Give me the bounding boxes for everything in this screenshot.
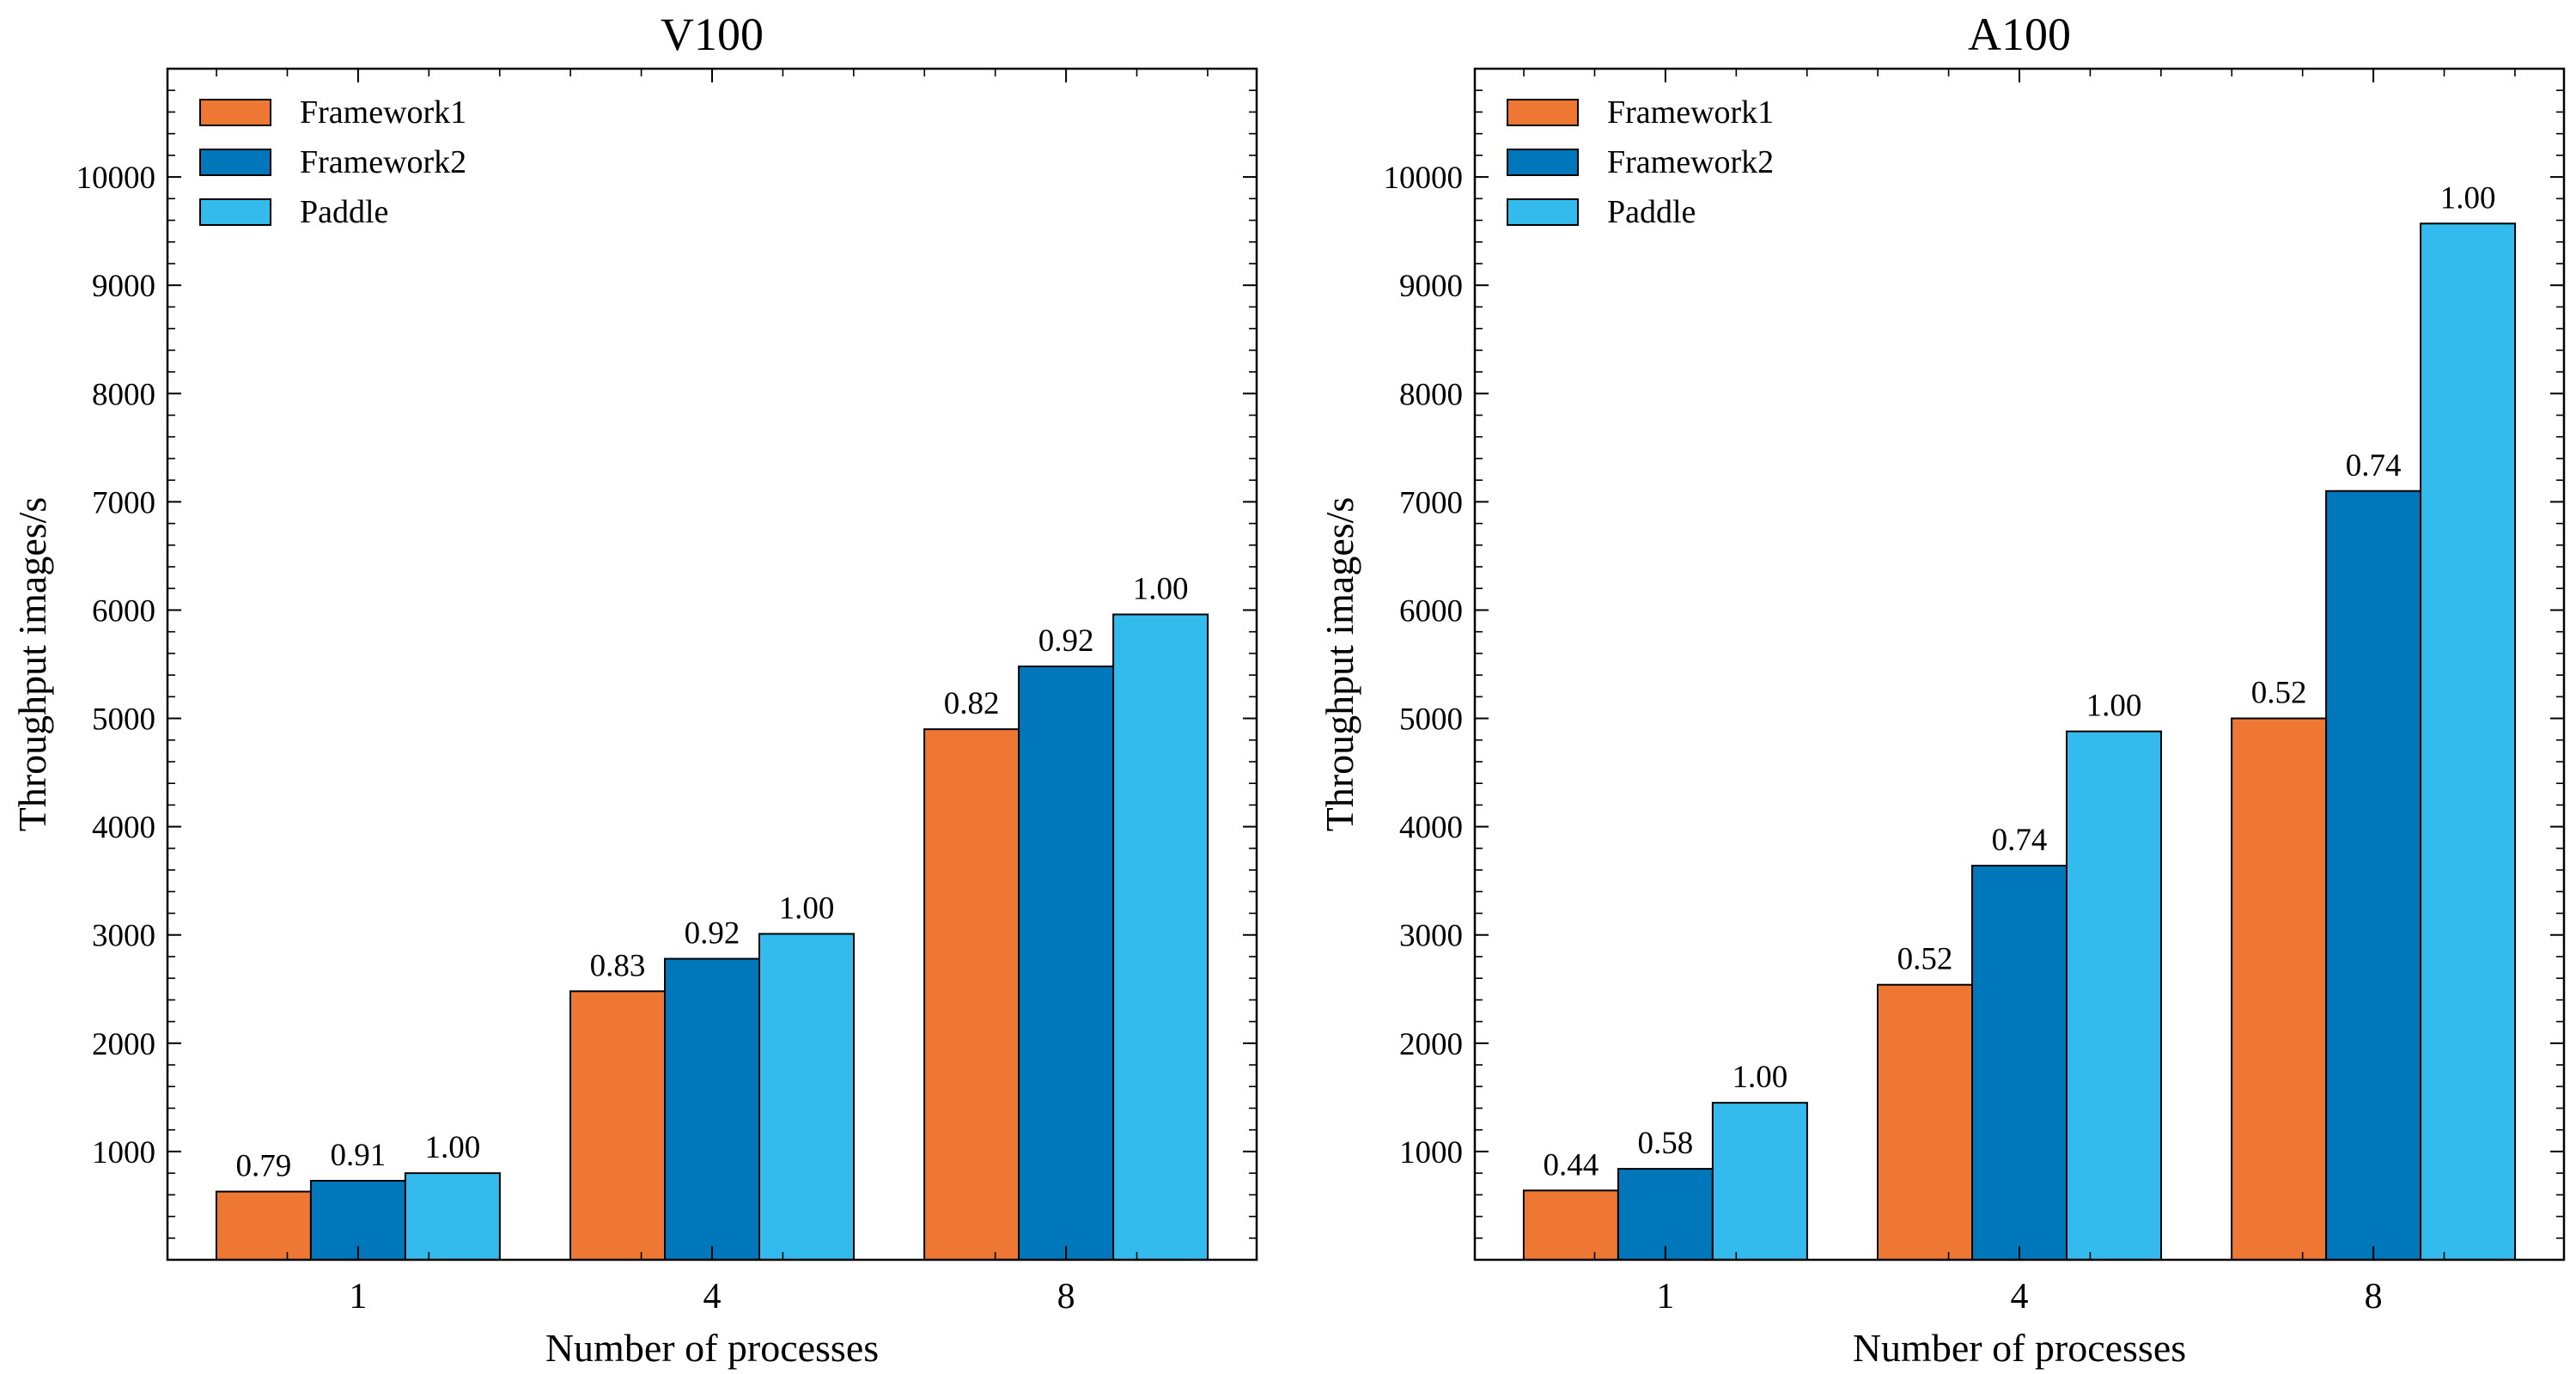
x-tick-label: 8 xyxy=(1057,1277,1075,1316)
y-tick-label: 5000 xyxy=(92,702,155,738)
x-tick-label: 4 xyxy=(2011,1277,2029,1316)
bar-paddle-4 xyxy=(758,933,855,1261)
y-tick-label: 7000 xyxy=(92,485,155,520)
axes-frame xyxy=(1473,67,2566,1262)
y-tick-label: 6000 xyxy=(1399,593,1463,629)
x-axis-label: Number of processes xyxy=(1853,1326,2186,1370)
bar-framework1-1 xyxy=(215,1190,312,1262)
x-tick-label: 8 xyxy=(2365,1277,2383,1316)
y-tick-label: 4000 xyxy=(92,811,155,846)
bar-value-label: 0.92 xyxy=(685,915,740,951)
bar-value-label: 0.44 xyxy=(1544,1147,1599,1182)
legend: Framework1 Framework2 Paddle xyxy=(199,94,466,230)
bar-value-label: 0.58 xyxy=(1638,1126,1694,1161)
legend-swatch-framework2 xyxy=(1507,149,1579,176)
bar-paddle-4 xyxy=(2066,730,2162,1261)
panel-v100: V100 0.79 0.91 1.00 1 0.83 0.92 1.00 4 0.82 0.92 1.… xyxy=(10,9,1258,1370)
y-tick-label: 6000 xyxy=(92,593,155,629)
chart-title: V100 xyxy=(661,9,764,60)
chart-title: A100 xyxy=(1968,9,2071,60)
y-tick-label: 2000 xyxy=(1399,1027,1463,1062)
bar-value-label: 1.00 xyxy=(779,891,835,926)
y-tick-label: 10000 xyxy=(1384,161,1464,196)
y-tick-label: 9000 xyxy=(1399,269,1463,304)
bar-value-label: 1.00 xyxy=(1133,571,1189,606)
x-tick-label: 4 xyxy=(703,1277,722,1316)
bar-paddle-8 xyxy=(2420,222,2517,1261)
bar-framework2-8 xyxy=(2325,489,2422,1261)
y-tick-label: 5000 xyxy=(1399,702,1463,738)
x-tick-label: 1 xyxy=(1656,1277,1674,1316)
legend-swatch-paddle xyxy=(199,198,271,226)
bar-framework2-4 xyxy=(664,958,760,1261)
y-axis-label: Throughput images/s xyxy=(1318,497,1361,832)
y-tick-label: 3000 xyxy=(1399,919,1463,954)
y-tick-label: 4000 xyxy=(1399,811,1463,846)
bar-value-label: 0.74 xyxy=(1992,823,2048,858)
bar-value-label: 0.74 xyxy=(2346,448,2402,483)
bar-value-label: 1.00 xyxy=(1733,1060,1788,1095)
bar-value-label: 1.00 xyxy=(2440,180,2496,216)
bar-paddle-8 xyxy=(1112,613,1209,1261)
bar-value-label: 0.92 xyxy=(1038,623,1094,659)
y-tick-label: 9000 xyxy=(92,269,155,304)
bar-framework1-4 xyxy=(1877,983,1973,1262)
y-tick-label: 10000 xyxy=(76,161,156,196)
bar-paddle-1 xyxy=(1711,1102,1808,1262)
y-tick-label: 3000 xyxy=(92,919,155,954)
x-tick-label: 1 xyxy=(349,1277,367,1316)
legend-label: Paddle xyxy=(1607,194,1696,230)
bar-value-label: 1.00 xyxy=(2086,689,2142,724)
bar-value-label: 1.00 xyxy=(425,1130,481,1165)
legend: Framework1 Framework2 Paddle xyxy=(1507,94,1774,230)
panel-a100: A100 0.44 0.58 1.00 1 0.52 0.74 1.00 4 0.52 0.74 1.… xyxy=(1318,9,2566,1370)
legend-swatch-framework2 xyxy=(199,149,271,176)
bar-value-label: 0.52 xyxy=(2251,676,2307,711)
bar-paddle-1 xyxy=(404,1172,501,1262)
bar-framework2-8 xyxy=(1018,666,1115,1261)
bar-framework2-4 xyxy=(1971,865,2067,1262)
y-tick-label: 1000 xyxy=(1399,1135,1463,1170)
y-tick-label: 7000 xyxy=(1399,485,1463,520)
axes-frame xyxy=(166,67,1258,1262)
bar-value-label: 0.52 xyxy=(1897,942,1953,977)
legend-label: Paddle xyxy=(300,194,388,230)
y-tick-label: 2000 xyxy=(92,1027,155,1062)
legend-label: Framework1 xyxy=(300,94,466,131)
legend-swatch-paddle xyxy=(1507,198,1579,226)
x-axis-label: Number of processes xyxy=(545,1326,879,1370)
y-tick-label: 8000 xyxy=(1399,377,1463,412)
bar-value-label: 0.91 xyxy=(331,1138,387,1173)
legend-swatch-framework1 xyxy=(199,99,271,126)
legend-label: Framework2 xyxy=(1607,144,1774,180)
legend-swatch-framework1 xyxy=(1507,99,1579,126)
bar-framework1-4 xyxy=(569,990,666,1261)
y-tick-label: 1000 xyxy=(92,1135,155,1170)
y-tick-label: 8000 xyxy=(92,377,155,412)
bar-value-label: 0.82 xyxy=(944,686,1000,721)
legend-label: Framework2 xyxy=(300,144,466,180)
bar-value-label: 0.79 xyxy=(236,1149,292,1184)
bar-value-label: 0.83 xyxy=(590,948,646,983)
y-axis-label: Throughput images/s xyxy=(10,497,54,832)
bar-framework1-8 xyxy=(923,728,1020,1261)
legend-label: Framework1 xyxy=(1607,94,1774,131)
bar-framework1-1 xyxy=(1522,1189,1619,1261)
bar-framework1-8 xyxy=(2231,717,2328,1261)
